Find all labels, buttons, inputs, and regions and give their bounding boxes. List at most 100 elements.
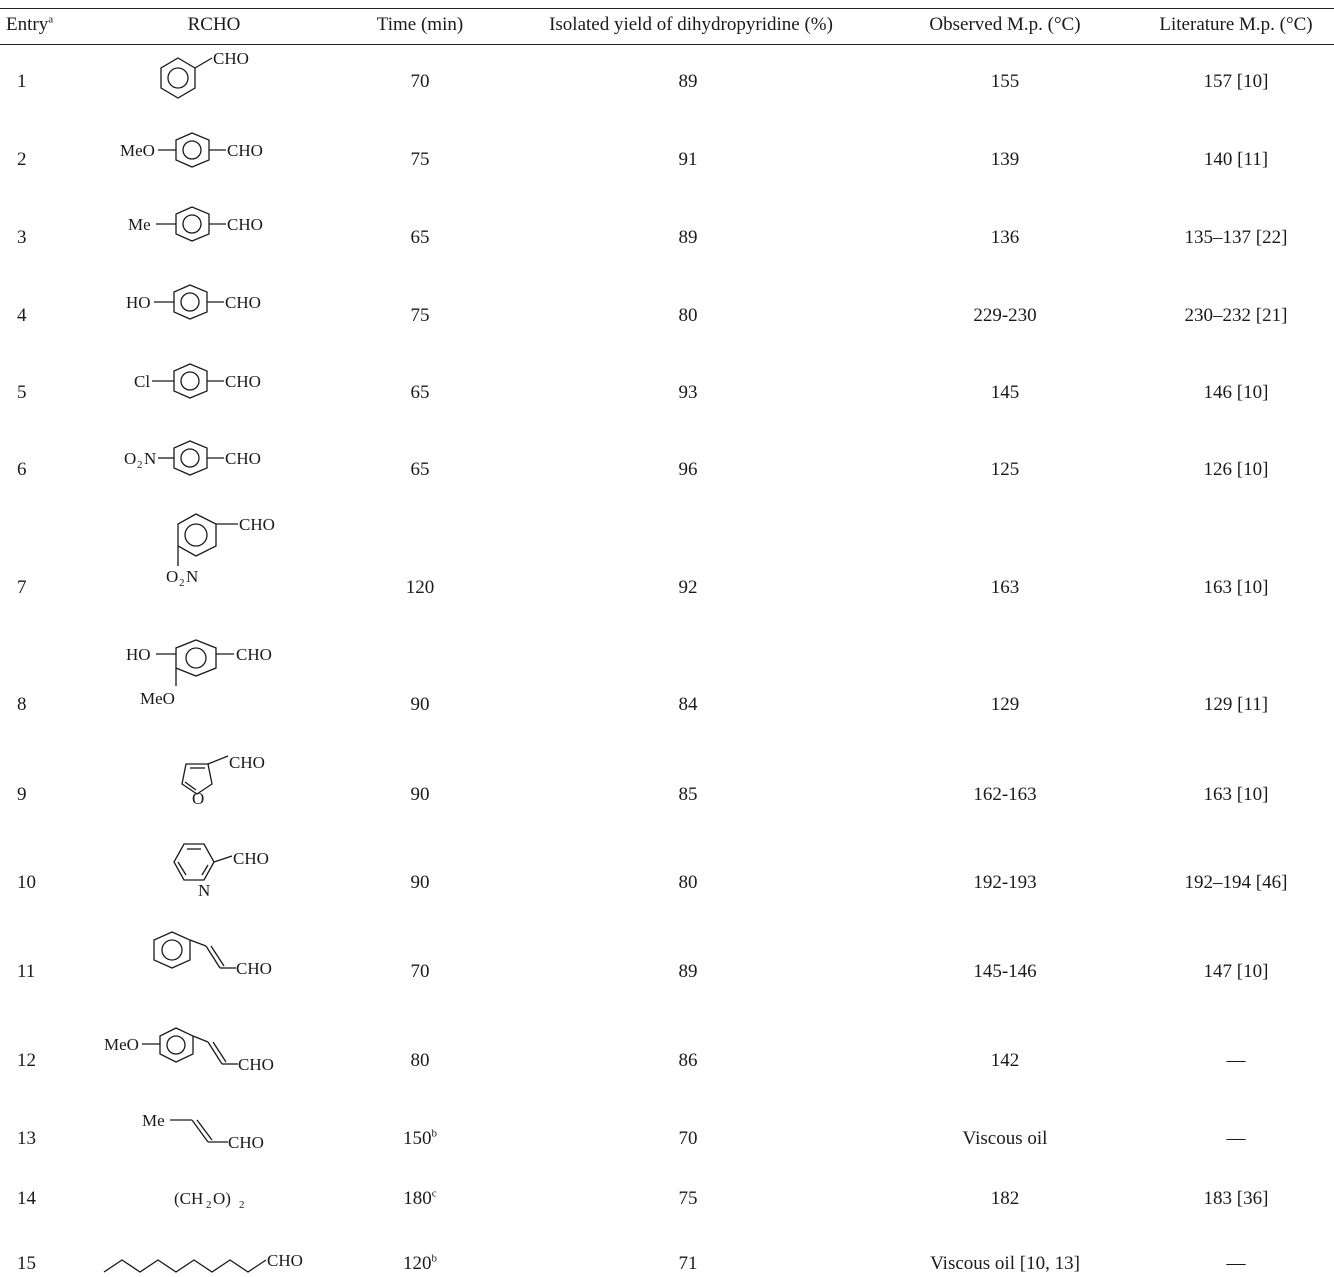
cell-time: 70	[410, 71, 430, 92]
cell-literature-mp: 147 [10]	[1203, 961, 1269, 982]
structure-pyridine-2-carbaldehyde: CHO N	[162, 838, 322, 900]
cell-literature-mp: 129 [11]	[1203, 694, 1269, 715]
cell-observed-mp: 139	[990, 149, 1020, 170]
svg-text:2: 2	[137, 459, 143, 471]
cell-literature-mp: 135–137 [22]	[1184, 227, 1288, 248]
footnote-marker: c	[431, 1187, 437, 1200]
cell-observed-mp: 136	[990, 227, 1020, 248]
cell-yield: 93	[678, 382, 698, 403]
cell-observed-mp: Viscous oil	[962, 1128, 1048, 1149]
cell-entry: 14	[17, 1188, 36, 1209]
svg-text:Me: Me	[142, 1111, 165, 1130]
structure-4-methoxybenzaldehyde: MeO CHO	[120, 126, 320, 176]
cell-time: 75	[410, 149, 430, 170]
cell-yield: 84	[678, 694, 698, 715]
cell-observed-mp: 142	[990, 1050, 1020, 1071]
header-yield: Isolated yield of dihydropyridine (%)	[549, 14, 833, 35]
cell-time: 65	[410, 459, 430, 480]
cell-literature-mp: —	[1226, 1253, 1246, 1274]
header-rule	[0, 44, 1334, 45]
svg-text:CHO: CHO	[228, 1133, 264, 1152]
svg-text:2: 2	[179, 577, 185, 589]
cell-literature-mp: —	[1226, 1050, 1246, 1071]
cell-observed-mp: 145	[990, 382, 1020, 403]
cell-entry: 4	[17, 305, 27, 326]
svg-text:2: 2	[239, 1199, 245, 1211]
cell-time: 65	[410, 382, 430, 403]
cell-observed-mp: 163	[990, 577, 1020, 598]
cell-time: 120b	[403, 1252, 438, 1274]
cell-literature-mp: 140 [11]	[1203, 149, 1269, 170]
cell-entry: 1	[17, 71, 27, 92]
structure-3-nitrobenzaldehyde: CHO O 2 N	[160, 508, 340, 598]
cell-entry: 6	[17, 459, 27, 480]
cell-observed-mp: 182	[990, 1188, 1020, 1209]
cell-yield: 86	[678, 1050, 698, 1071]
cell-observed-mp: 145-146	[973, 961, 1037, 982]
cell-yield: 91	[678, 149, 698, 170]
cell-time: 90	[410, 872, 430, 893]
svg-text:CHO: CHO	[213, 49, 249, 68]
cell-entry: 10	[17, 872, 36, 893]
structure-4-chlorobenzaldehyde: Cl CHO	[134, 361, 334, 411]
structure-vanillin: HO CHO MeO	[126, 630, 326, 710]
cell-observed-mp: 162-163	[973, 784, 1037, 805]
cell-time: 75	[410, 305, 430, 326]
cell-yield: 96	[678, 459, 698, 480]
header-time: Time (min)	[376, 14, 464, 35]
cell-literature-mp: 192–194 [46]	[1184, 872, 1288, 893]
svg-text:O: O	[124, 449, 136, 468]
cell-time: 150b	[403, 1127, 437, 1149]
cell-time: 180c	[403, 1187, 437, 1209]
cell-yield: 85	[678, 784, 698, 805]
cell-entry: 2	[17, 149, 27, 170]
svg-text:HO: HO	[126, 293, 151, 312]
svg-text:CHO: CHO	[227, 215, 263, 234]
cell-yield: 89	[678, 227, 698, 248]
svg-text:CHO: CHO	[225, 372, 261, 391]
cell-observed-mp: Viscous oil [10, 13]	[930, 1253, 1080, 1274]
header-literature-mp: Literature M.p. (°C)	[1159, 14, 1313, 35]
cell-literature-mp: 230–232 [21]	[1184, 305, 1288, 326]
cell-yield: 89	[678, 71, 698, 92]
structure-crotonaldehyde: Me CHO	[142, 1104, 312, 1154]
svg-text:CHO: CHO	[236, 645, 272, 664]
structure-4-hydroxybenzaldehyde: HO CHO	[126, 282, 326, 332]
cell-literature-mp: 157 [10]	[1203, 71, 1269, 92]
svg-text:CHO: CHO	[227, 141, 263, 160]
svg-text:CHO: CHO	[225, 293, 261, 312]
svg-text:N: N	[186, 567, 198, 586]
footnote-marker: b	[431, 1252, 438, 1265]
cell-entry: 3	[17, 227, 27, 248]
header-observed-mp: Observed M.p. (°C)	[929, 14, 1081, 35]
cell-observed-mp: 229-230	[973, 305, 1037, 326]
cell-literature-mp: 126 [10]	[1203, 459, 1269, 480]
cell-entry: 5	[17, 382, 27, 403]
svg-text:(CH: (CH	[174, 1189, 203, 1208]
cell-literature-mp: 183 [36]	[1203, 1188, 1269, 1209]
cell-entry: 7	[17, 577, 27, 598]
svg-text:Cl: Cl	[134, 372, 150, 391]
cell-time: 80	[410, 1050, 430, 1071]
cell-yield: 80	[678, 305, 698, 326]
cell-entry: 8	[17, 694, 27, 715]
structure-4-nitrobenzaldehyde: O 2 N CHO	[124, 438, 334, 488]
cell-observed-mp: 192-193	[973, 872, 1037, 893]
svg-text:O: O	[192, 789, 204, 808]
cell-observed-mp: 129	[990, 694, 1020, 715]
header-rcho: RCHO	[187, 14, 241, 35]
cell-observed-mp: 155	[990, 71, 1020, 92]
cell-yield: 71	[678, 1253, 698, 1274]
cell-yield: 70	[678, 1128, 698, 1149]
svg-text:N: N	[144, 449, 156, 468]
structure-cinnamaldehyde: CHO	[140, 926, 310, 986]
svg-text:MeO: MeO	[120, 141, 155, 160]
svg-text:CHO: CHO	[233, 849, 269, 868]
svg-text:CHO: CHO	[225, 449, 261, 468]
structure-nonanal: CHO	[100, 1248, 330, 1276]
svg-text:O: O	[166, 567, 178, 586]
cell-yield: 80	[678, 872, 698, 893]
cell-entry: 11	[17, 961, 36, 982]
svg-text:CHO: CHO	[229, 753, 265, 772]
cell-time: 90	[410, 784, 430, 805]
